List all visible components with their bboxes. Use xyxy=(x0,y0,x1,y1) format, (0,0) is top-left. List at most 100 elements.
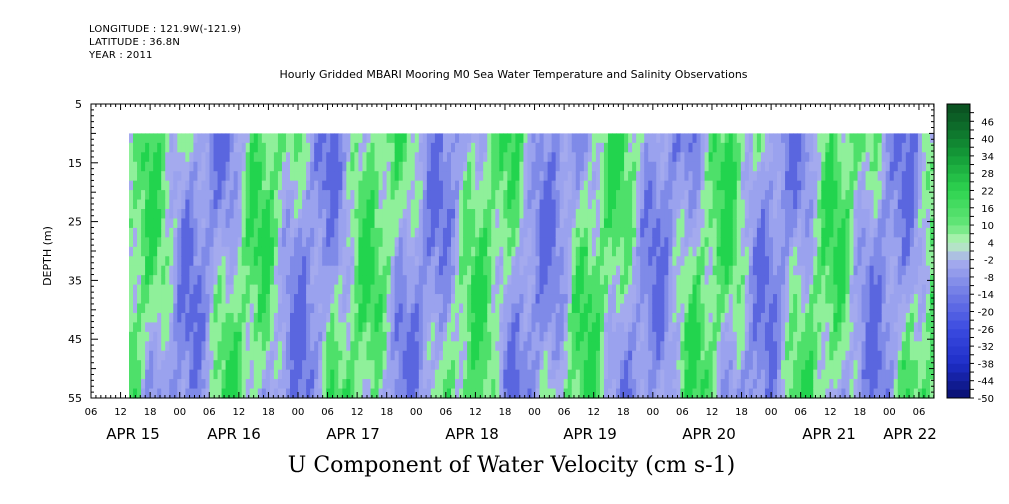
heatmap-cell xyxy=(748,133,754,144)
heatmap-cell xyxy=(789,161,794,172)
heatmap-cell xyxy=(149,152,154,163)
heatmap-cell xyxy=(471,209,476,220)
heatmap-cell xyxy=(390,284,396,295)
heatmap-cell xyxy=(503,275,508,286)
heatmap-cell xyxy=(430,199,436,210)
heatmap-cell xyxy=(764,180,770,191)
heatmap-cell xyxy=(475,190,480,201)
heatmap-cell xyxy=(129,180,134,191)
heatmap-cell xyxy=(696,350,702,361)
heatmap-cell xyxy=(612,246,617,257)
heatmap-cell xyxy=(591,218,597,229)
heatmap-cell xyxy=(487,312,492,323)
heatmap-cell xyxy=(539,180,545,191)
heatmap-cell xyxy=(644,303,649,314)
heatmap-cell xyxy=(354,190,360,201)
heatmap-cell xyxy=(595,227,601,238)
heatmap-cell xyxy=(181,237,186,248)
heatmap-cell xyxy=(306,256,311,267)
heatmap-cell xyxy=(575,341,581,352)
heatmap-cell xyxy=(362,256,368,267)
heatmap-cell xyxy=(257,303,263,314)
heatmap-cell xyxy=(547,275,553,286)
heatmap-cell xyxy=(829,161,834,172)
heatmap-cell xyxy=(591,152,597,163)
heatmap-cell xyxy=(438,388,444,399)
heatmap-cell xyxy=(285,227,291,238)
heatmap-cell xyxy=(724,142,730,153)
heatmap-cell xyxy=(632,284,637,295)
heatmap-cell xyxy=(656,133,661,144)
heatmap-cell xyxy=(563,133,569,144)
heatmap-cell xyxy=(680,379,686,390)
heatmap-cell xyxy=(261,209,267,220)
heatmap-cell xyxy=(507,199,512,210)
heatmap-cell xyxy=(209,322,215,333)
heatmap-cell xyxy=(740,209,746,220)
heatmap-cell xyxy=(773,209,778,220)
heatmap-cell xyxy=(189,142,195,153)
heatmap-cell xyxy=(438,199,444,210)
heatmap-cell xyxy=(511,265,517,276)
heatmap-cell xyxy=(318,190,323,201)
heatmap-cell xyxy=(245,190,251,201)
heatmap-cell xyxy=(414,322,420,333)
heatmap-cell xyxy=(511,152,517,163)
heatmap-cell xyxy=(426,218,432,229)
heatmap-cell xyxy=(410,227,416,238)
heatmap-cell xyxy=(503,312,508,323)
heatmap-cell xyxy=(129,294,134,305)
heatmap-cell xyxy=(817,388,822,399)
heatmap-cell xyxy=(294,275,299,286)
heatmap-cell xyxy=(153,199,158,210)
heatmap-cell xyxy=(350,171,356,182)
heatmap-cell xyxy=(523,265,529,276)
heatmap-cell xyxy=(495,180,500,191)
heatmap-cell xyxy=(294,360,299,371)
heatmap-cell xyxy=(459,265,464,276)
heatmap-cell xyxy=(169,350,174,361)
heatmap-cell xyxy=(358,360,364,371)
heatmap-cell xyxy=(612,152,617,163)
heatmap-cell xyxy=(442,218,448,229)
heatmap-cell xyxy=(414,275,420,286)
heatmap-cell xyxy=(628,275,633,286)
heatmap-cell xyxy=(563,275,569,286)
heatmap-cell xyxy=(571,265,577,276)
heatmap-cell xyxy=(334,294,339,305)
heatmap-cell xyxy=(575,209,581,220)
heatmap-cell xyxy=(451,190,456,201)
heatmap-cell xyxy=(503,133,508,144)
heatmap-cell xyxy=(684,161,690,172)
heatmap-cell xyxy=(233,379,239,390)
heatmap-cell xyxy=(382,199,388,210)
heatmap-cell xyxy=(704,331,710,342)
heatmap-cell xyxy=(620,350,625,361)
heatmap-cell xyxy=(797,133,802,144)
heatmap-cell xyxy=(173,142,178,153)
heatmap-cell xyxy=(825,265,830,276)
heatmap-cell xyxy=(748,379,754,390)
heatmap-cell xyxy=(829,237,834,248)
heatmap-cell xyxy=(499,171,504,182)
heatmap-cell xyxy=(430,237,436,248)
heatmap-cell xyxy=(197,360,203,371)
heatmap-cell xyxy=(153,152,158,163)
heatmap-cell xyxy=(624,275,629,286)
heatmap-cell xyxy=(370,209,376,220)
heatmap-cell xyxy=(591,350,597,361)
heatmap-cell xyxy=(551,369,557,380)
heatmap-cell xyxy=(265,199,271,210)
heatmap-cell xyxy=(648,294,653,305)
heatmap-cell xyxy=(789,142,794,153)
heatmap-cell xyxy=(503,209,508,220)
heatmap-cell xyxy=(205,322,211,333)
heatmap-cell xyxy=(261,190,267,201)
heatmap-cell xyxy=(145,246,150,257)
heatmap-cell xyxy=(531,218,537,229)
heatmap-cell xyxy=(237,275,243,286)
heatmap-cell xyxy=(137,190,142,201)
heatmap-cell xyxy=(616,294,621,305)
heatmap-cell xyxy=(813,190,818,201)
heatmap-cell xyxy=(523,171,529,182)
